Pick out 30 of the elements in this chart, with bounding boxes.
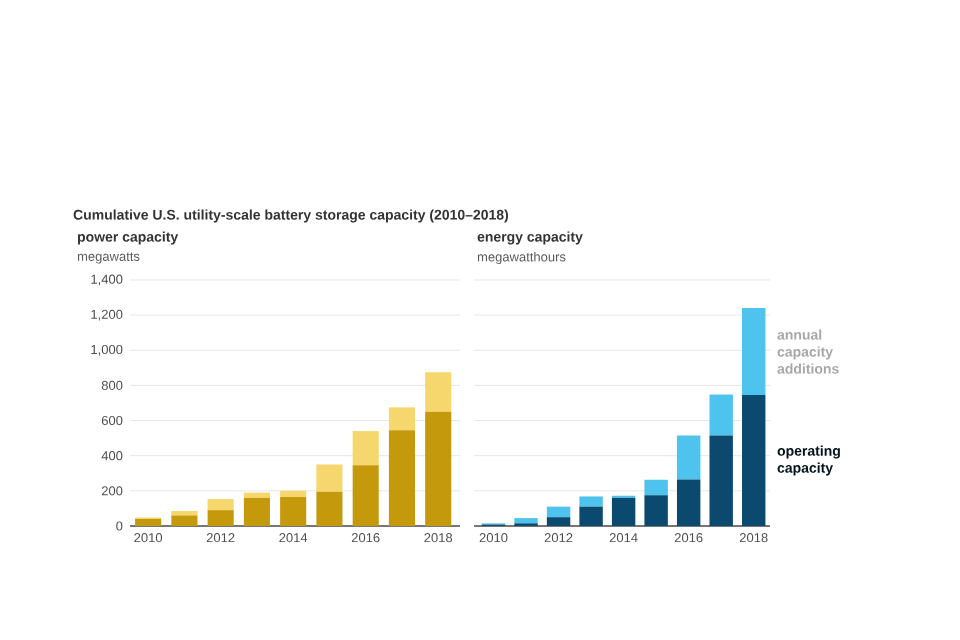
bar	[280, 490, 307, 497]
bar	[579, 496, 603, 507]
bar	[388, 430, 415, 526]
bar	[676, 479, 701, 526]
bar	[171, 515, 198, 526]
bar	[388, 407, 415, 431]
bar	[316, 491, 343, 526]
bar	[207, 510, 234, 526]
bar	[709, 435, 733, 526]
bar	[425, 411, 452, 526]
bar	[742, 308, 766, 396]
bar	[579, 506, 603, 526]
bar	[644, 495, 668, 526]
bar	[742, 395, 766, 526]
bar	[676, 435, 701, 480]
bar	[352, 465, 379, 526]
bar	[611, 497, 636, 526]
bar	[135, 518, 162, 526]
bar	[207, 499, 234, 511]
bar	[425, 372, 452, 412]
bar	[316, 464, 343, 492]
bar	[243, 492, 270, 498]
bar	[243, 497, 270, 526]
bar	[709, 394, 733, 436]
bar	[352, 431, 379, 466]
bar	[280, 496, 307, 526]
bar	[644, 479, 668, 496]
bar	[546, 517, 571, 526]
bar	[546, 506, 571, 518]
bar	[514, 518, 538, 524]
